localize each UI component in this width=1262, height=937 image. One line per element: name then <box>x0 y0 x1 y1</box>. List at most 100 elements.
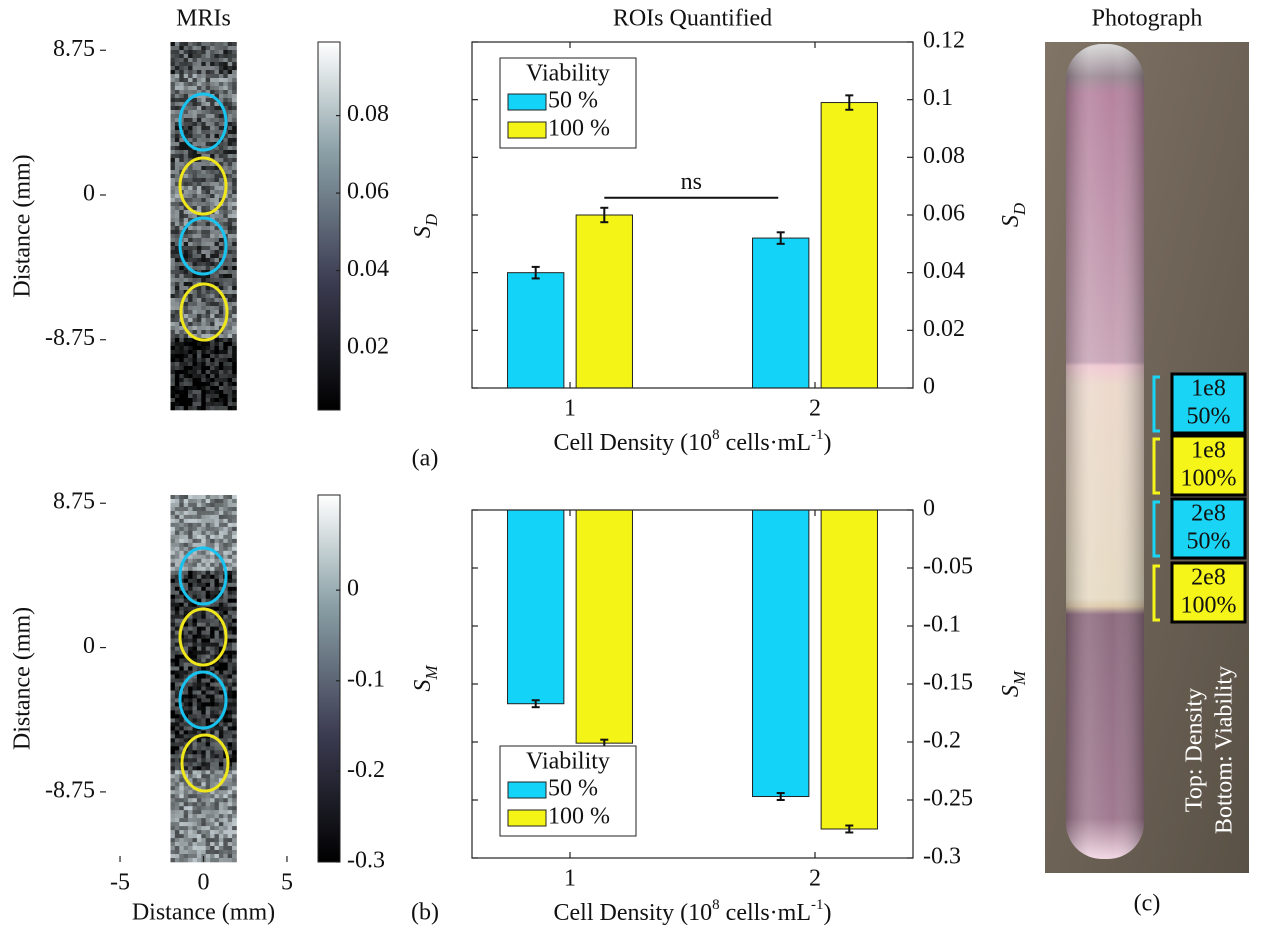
mri-pixel <box>228 242 233 246</box>
mri-pixel <box>175 82 180 86</box>
mri-pixel <box>184 571 189 575</box>
mri-pixel <box>219 58 224 62</box>
mri-pixel <box>228 390 233 394</box>
mri-pixel <box>210 294 215 298</box>
mri-pixel <box>228 663 233 667</box>
mri-pixel <box>232 535 237 539</box>
mri-pixel <box>175 830 180 834</box>
mri-pixel <box>197 306 202 310</box>
mri-pixel <box>193 278 198 282</box>
mri-pixel <box>210 226 215 230</box>
mri-pixel <box>175 691 180 695</box>
mri-pixel <box>223 78 228 82</box>
mri-pixel <box>228 774 233 778</box>
mri-pixel <box>223 667 228 671</box>
mri-pixel <box>184 94 189 98</box>
mri-pixel <box>179 679 184 683</box>
mri-pixel <box>179 398 184 402</box>
mri-pixel <box>232 810 237 814</box>
colorbar-tick-label: -0.1 <box>347 666 385 692</box>
mri-pixel <box>223 142 228 146</box>
mri-pixel <box>197 138 202 142</box>
mri-pixel <box>232 511 237 515</box>
mri-pixel <box>215 74 220 78</box>
mri-pixel <box>232 274 237 278</box>
x-tick-label: 1 <box>564 866 576 892</box>
mri-pixel <box>206 687 211 691</box>
mri-pixel <box>171 274 176 278</box>
mri-pixel <box>197 507 202 511</box>
mri-pixel <box>184 314 189 318</box>
mri-pixel <box>179 499 184 503</box>
mri-pixel <box>206 758 211 762</box>
mri-pixel <box>171 659 176 663</box>
mri-pixel <box>171 342 176 346</box>
mri-pixel <box>228 370 233 374</box>
mri-pixel <box>197 798 202 802</box>
mri-pixel <box>201 386 206 390</box>
x-axis-label-part: Cell Density (10 <box>554 900 713 926</box>
mri-pixel <box>201 278 206 282</box>
mri-pixel <box>171 523 176 527</box>
mri-pixel <box>206 762 211 766</box>
mri-pixel <box>171 346 176 350</box>
mri-pixel <box>210 651 215 655</box>
mri-pixel <box>228 178 233 182</box>
mri-pixel <box>206 651 211 655</box>
mri-pixel <box>219 667 224 671</box>
mri-pixel <box>171 575 176 579</box>
mri-pixel <box>171 74 176 78</box>
mri-pixel <box>171 354 176 358</box>
mri-pixel <box>197 774 202 778</box>
mri-pixel <box>188 378 193 382</box>
mri-pixel <box>197 834 202 838</box>
mri-pixel <box>228 114 233 118</box>
mri-pixel <box>201 310 206 314</box>
mri-pixel <box>210 710 215 714</box>
mri-pixel <box>171 110 176 114</box>
mri-pixel <box>193 382 198 386</box>
mri-pixel <box>219 82 224 86</box>
mri-pixel <box>228 635 233 639</box>
mri-pixel <box>188 527 193 531</box>
x-tick-label: 2 <box>809 396 821 422</box>
mri-pixel <box>228 210 233 214</box>
mri-pixel <box>210 858 215 862</box>
mri-pixel <box>201 619 206 623</box>
mri-pixel <box>188 503 193 507</box>
mri-pixel <box>184 698 189 702</box>
mri-pixel <box>201 623 206 627</box>
mri-pixel <box>206 854 211 858</box>
mri-pixel <box>228 850 233 854</box>
mri-pixel <box>179 82 184 86</box>
mri-pixel <box>188 651 193 655</box>
mri-pixel <box>210 794 215 798</box>
mri-pixel <box>223 202 228 206</box>
mri-pixel <box>193 639 198 643</box>
mri-pixel <box>232 579 237 583</box>
mri-pixel <box>215 234 220 238</box>
mri-pixel <box>232 350 237 354</box>
mri-pixel <box>188 798 193 802</box>
mri-pixel <box>201 370 206 374</box>
mri-pixel <box>206 579 211 583</box>
mri-pixel <box>228 671 233 675</box>
mri-pixel <box>206 106 211 110</box>
mri-pixel <box>184 354 189 358</box>
mri-pixel <box>215 230 220 234</box>
mri-pixel <box>171 350 176 354</box>
mri-pixel <box>219 535 224 539</box>
mri-pixel <box>179 214 184 218</box>
mri-pixel <box>193 322 198 326</box>
mri-pixel <box>201 631 206 635</box>
mri-pixel <box>179 282 184 286</box>
mri-pixel <box>215 78 220 82</box>
mri-pixel <box>184 539 189 543</box>
mri-pixel <box>215 543 220 547</box>
mri-pixel <box>215 302 220 306</box>
mri-pixel <box>188 42 193 46</box>
mri-pixel <box>206 246 211 250</box>
mri-pixel <box>201 754 206 758</box>
mri-pixel <box>210 579 215 583</box>
mri-pixel <box>184 254 189 258</box>
